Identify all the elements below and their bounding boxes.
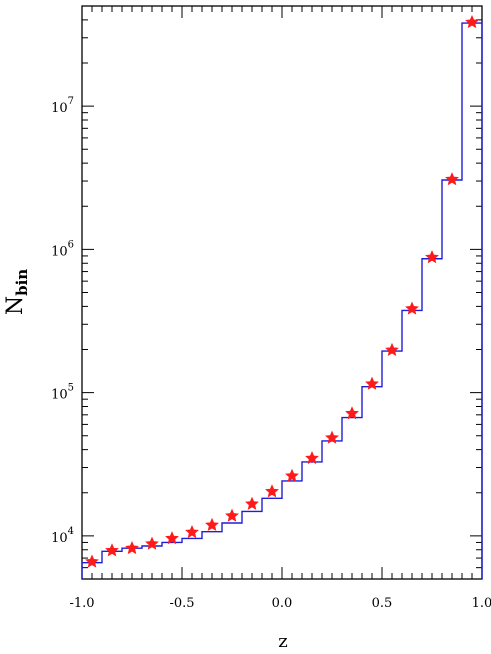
data-point (85, 554, 99, 568)
y-axis-title: Nbin (3, 269, 31, 315)
histogram-step-line (81, 22, 483, 579)
data-point (105, 543, 119, 557)
y-tick-label: 107 (51, 96, 74, 116)
data-point (365, 376, 379, 390)
data-point (265, 484, 279, 498)
data-point (125, 540, 139, 555)
y-tick-label: 106 (51, 239, 74, 259)
data-point (425, 250, 439, 264)
axis-ticks (81, 5, 483, 580)
x-tick-label: -1.0 (69, 596, 94, 611)
x-tick-label: 0.0 (272, 596, 293, 611)
data-point (205, 517, 219, 531)
data-point (325, 430, 339, 444)
data-point (185, 524, 199, 539)
y-axis-title-main: N (3, 296, 28, 315)
data-point (405, 301, 419, 315)
data-point (225, 508, 239, 522)
data-points (85, 15, 479, 568)
x-tick-labels: -1.0 -0.5 0.0 0.5 1.0 (69, 596, 491, 611)
svg-text:Nbin: Nbin (3, 269, 31, 315)
x-tick-label: 1.0 (472, 596, 491, 611)
data-point (465, 15, 479, 29)
x-tick-label: -0.5 (169, 596, 194, 611)
data-point (245, 496, 259, 510)
data-point (145, 536, 159, 550)
x-axis-title: z (278, 631, 287, 652)
data-point (445, 172, 459, 186)
x-tick-label: 0.5 (372, 596, 393, 611)
y-tick-label: 104 (51, 526, 74, 546)
y-tick-label: 105 (51, 383, 74, 403)
data-point (385, 342, 399, 357)
data-point (305, 451, 319, 465)
data-point (165, 531, 179, 545)
data-point (345, 406, 359, 420)
y-tick-labels: 104 105 106 107 (51, 96, 74, 546)
data-point (285, 468, 299, 482)
y-axis-title-subscript: bin (13, 269, 31, 296)
